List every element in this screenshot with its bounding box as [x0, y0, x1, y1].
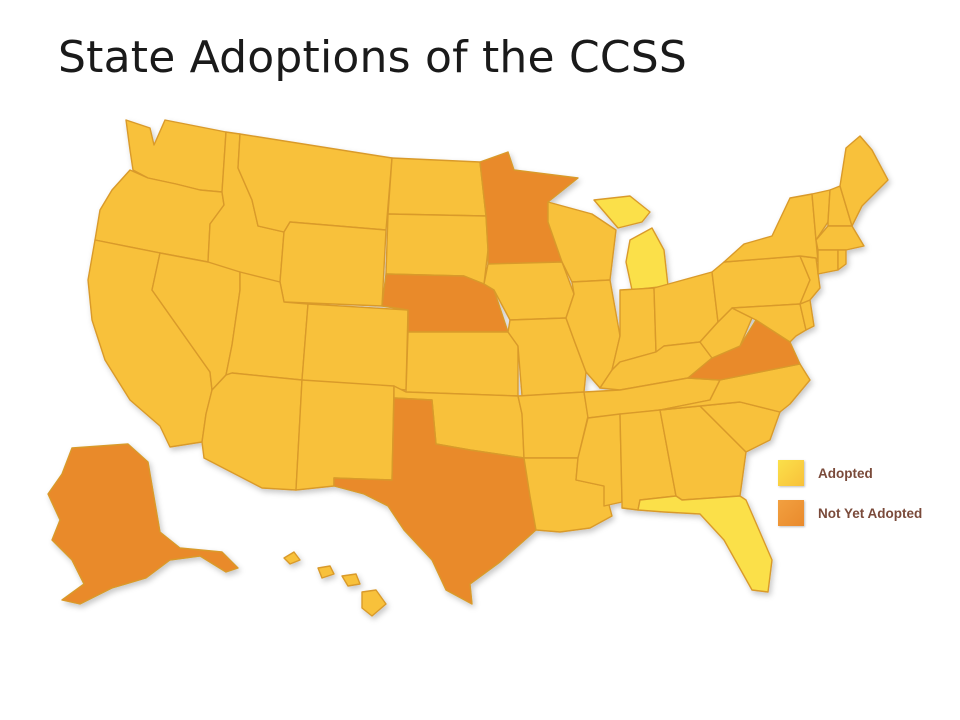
legend-swatch-adopted: [778, 460, 804, 486]
state-arkansas[interactable]: [517, 391, 589, 459]
state-texas[interactable]: [333, 397, 537, 605]
state-southdakota[interactable]: [385, 213, 489, 285]
state-northdakota[interactable]: [387, 157, 487, 217]
state-maine[interactable]: [839, 135, 889, 227]
state-hawaii[interactable]: [283, 551, 387, 617]
legend-label-not-adopted: Not Yet Adopted: [818, 505, 923, 521]
state-wyoming[interactable]: [279, 221, 387, 307]
state-alaska[interactable]: [47, 443, 239, 605]
state-arizona[interactable]: [201, 372, 303, 491]
state-colorado[interactable]: [301, 303, 409, 391]
legend-item-not-adopted: Not Yet Adopted: [778, 498, 922, 528]
legend-item-adopted: Adopted: [778, 458, 922, 488]
legend-label-adopted: Adopted: [818, 465, 873, 481]
state-florida[interactable]: [637, 495, 773, 593]
state-rhodeisland[interactable]: [837, 249, 847, 271]
state-connecticut[interactable]: [817, 249, 839, 275]
state-montana[interactable]: [237, 133, 393, 233]
state-newyork[interactable]: [723, 193, 819, 263]
state-illinois[interactable]: [565, 279, 621, 389]
page-title: State Adoptions of the CCSS: [58, 32, 688, 83]
state-kansas[interactable]: [405, 331, 519, 397]
legend-swatch-not-adopted: [778, 500, 804, 526]
map-legend: Adopted Not Yet Adopted: [778, 458, 922, 538]
state-newmexico[interactable]: [295, 379, 395, 491]
